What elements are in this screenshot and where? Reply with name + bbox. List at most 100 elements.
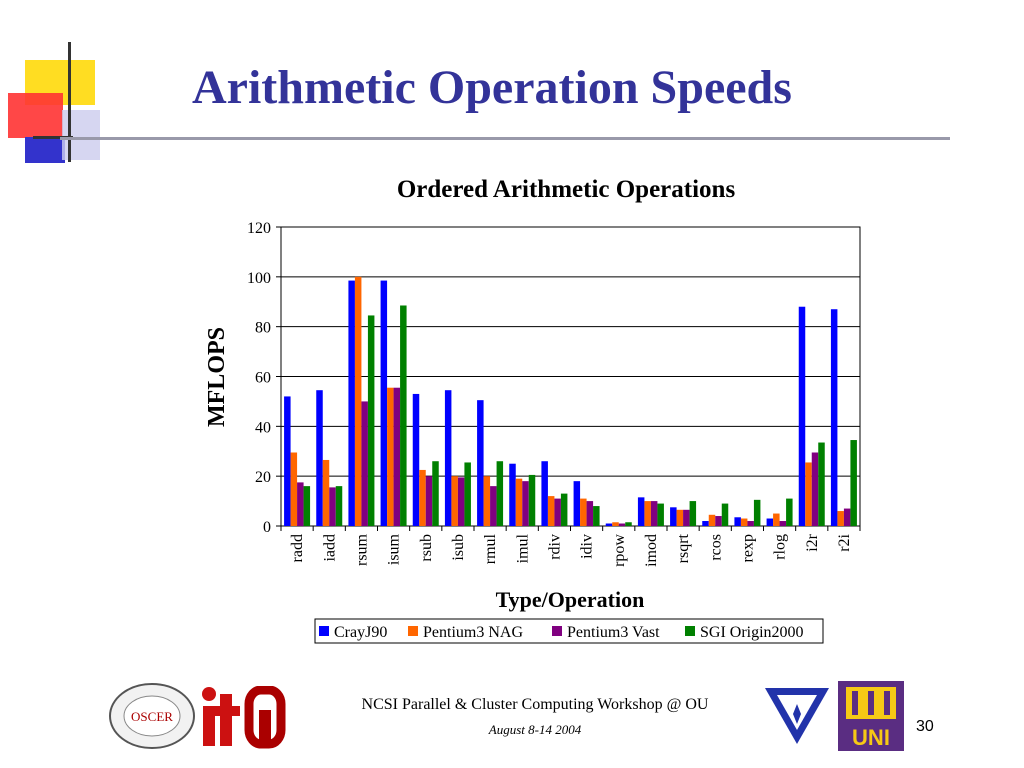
bar xyxy=(451,476,458,526)
legend-label: Pentium3 NAG xyxy=(423,624,523,641)
bar xyxy=(702,521,709,526)
x-tick-label: radd xyxy=(289,534,306,562)
bar xyxy=(580,498,587,526)
bar xyxy=(786,498,793,526)
legend-box xyxy=(314,618,824,644)
bar xyxy=(322,459,330,526)
bar xyxy=(740,518,748,526)
bar xyxy=(773,513,780,526)
bar xyxy=(830,309,838,526)
x-tick-label: isum xyxy=(386,533,403,565)
bar xyxy=(766,518,774,526)
bar xyxy=(560,493,568,526)
y-tick-label: 40 xyxy=(255,419,271,436)
bar xyxy=(348,280,355,526)
x-tick-label: idiv xyxy=(579,534,596,559)
x-tick-label: rmul xyxy=(482,533,499,564)
bar xyxy=(419,469,426,526)
uni-logo: UNI xyxy=(838,681,904,751)
bar xyxy=(850,440,857,526)
bar xyxy=(528,474,536,526)
bar xyxy=(605,523,613,526)
bar xyxy=(837,511,844,526)
bar xyxy=(354,276,362,526)
bar xyxy=(393,387,401,526)
x-tick-label: rsqrt xyxy=(675,533,692,563)
bar xyxy=(573,481,581,526)
bar xyxy=(618,523,626,526)
bar xyxy=(457,477,465,526)
x-tick-label: rcos xyxy=(707,534,724,561)
bar xyxy=(303,486,311,526)
x-tick-label: rdiv xyxy=(546,534,563,560)
x-tick-label: rlog xyxy=(772,534,789,560)
ou-logo xyxy=(244,686,286,749)
bar xyxy=(477,400,484,526)
bar xyxy=(715,516,722,526)
legend-label: SGI Origin2000 xyxy=(700,624,804,641)
bar xyxy=(432,461,439,526)
bar xyxy=(644,501,651,526)
bar xyxy=(657,503,664,526)
triangle-logo xyxy=(765,688,829,744)
bar xyxy=(670,507,677,526)
y-tick-label: 60 xyxy=(255,370,271,387)
bar xyxy=(811,452,819,526)
x-tick-label: rpow xyxy=(611,534,628,567)
bar xyxy=(464,462,471,526)
bar xyxy=(367,315,375,526)
x-tick-label: r2i xyxy=(836,533,853,551)
x-tick-label: iadd xyxy=(321,534,338,562)
bar xyxy=(683,509,690,526)
bar xyxy=(708,514,716,526)
bar xyxy=(547,496,555,526)
x-axis-label: Type/Operation xyxy=(496,587,645,612)
x-tick-label: rexp xyxy=(739,534,756,562)
footer-date: August 8-14 2004 xyxy=(488,722,582,737)
bar xyxy=(400,305,407,526)
y-axis-label: MFLOPS xyxy=(204,327,230,427)
bar xyxy=(515,478,523,526)
bar xyxy=(818,442,825,526)
x-tick-label: isub xyxy=(450,534,467,561)
bar xyxy=(496,461,504,526)
bar xyxy=(297,482,304,526)
vertical-rule xyxy=(68,42,71,162)
x-tick-label: rsum xyxy=(353,533,370,566)
bar xyxy=(650,501,658,526)
title-divider xyxy=(60,137,950,140)
legend: CrayJ90 Pentium3 NAG Pentium3 Vast SGI Orig… xyxy=(319,624,804,641)
bar xyxy=(284,396,291,526)
bar xyxy=(316,390,323,526)
y-tick-label: 120 xyxy=(247,220,271,237)
bar xyxy=(412,393,420,526)
bar xyxy=(522,481,529,526)
oscer-logo: OSCER xyxy=(109,683,195,749)
y-tick-label: 20 xyxy=(255,469,271,486)
x-tick-label: i2r xyxy=(804,533,821,551)
x-tick-label: imod xyxy=(643,534,660,567)
bar xyxy=(335,486,343,526)
bar xyxy=(676,509,684,526)
uni-logo-text: UNI xyxy=(852,725,890,750)
bar xyxy=(509,463,516,526)
bar xyxy=(593,506,600,526)
gridlines xyxy=(281,226,860,477)
oscer-logo-text: OSCER xyxy=(131,709,173,724)
it-logo xyxy=(202,687,240,746)
bar xyxy=(554,498,561,526)
bar xyxy=(290,452,298,526)
bar xyxy=(747,521,754,526)
bar xyxy=(753,499,761,526)
bar xyxy=(734,517,741,526)
bar xyxy=(843,508,851,526)
bar xyxy=(637,497,645,526)
bar xyxy=(387,387,394,526)
bar xyxy=(361,401,368,526)
bar xyxy=(329,487,336,526)
x-axis-ticks: radd iadd rsum isum rsub isub rmul imul rdiv idiv… xyxy=(280,526,861,567)
x-tick-label: rsub xyxy=(418,534,435,562)
bar xyxy=(586,501,594,526)
y-axis-ticks: 0 20 40 60 80 100 120 xyxy=(247,220,281,536)
